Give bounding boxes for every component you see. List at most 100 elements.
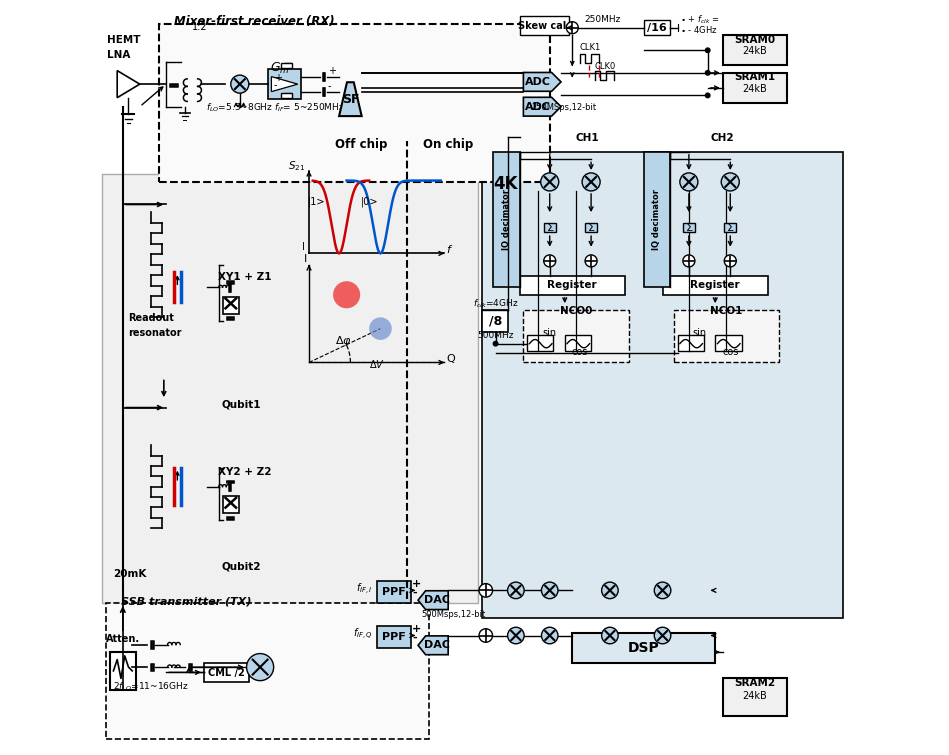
Text: IQ decimator: IQ decimator bbox=[652, 189, 661, 250]
Text: $2f_{LO}$=11~16GHz: $2f_{LO}$=11~16GHz bbox=[114, 681, 189, 693]
Text: XY1 + Z1: XY1 + Z1 bbox=[218, 272, 271, 282]
FancyBboxPatch shape bbox=[377, 626, 411, 649]
Bar bbox=[724, 223, 736, 232]
Circle shape bbox=[705, 71, 710, 75]
Text: /16: /16 bbox=[647, 23, 667, 32]
FancyBboxPatch shape bbox=[520, 17, 568, 35]
Circle shape bbox=[705, 93, 710, 97]
Text: 1:2: 1:2 bbox=[192, 22, 208, 32]
Circle shape bbox=[508, 582, 524, 599]
Bar bbox=[102, 174, 478, 603]
Circle shape bbox=[602, 627, 618, 644]
Text: IQ decimator: IQ decimator bbox=[502, 189, 511, 250]
Text: XY2 + Z2: XY2 + Z2 bbox=[218, 467, 271, 477]
Text: 24kB: 24kB bbox=[742, 691, 767, 701]
Text: HEMT: HEMT bbox=[107, 35, 140, 45]
Text: SRAM2: SRAM2 bbox=[734, 678, 775, 688]
Text: PPF: PPF bbox=[381, 587, 405, 597]
FancyBboxPatch shape bbox=[110, 652, 136, 689]
Circle shape bbox=[683, 255, 695, 267]
Bar bbox=[586, 223, 597, 232]
Text: |0>: |0> bbox=[361, 196, 378, 207]
Circle shape bbox=[567, 22, 578, 34]
Text: ADC: ADC bbox=[525, 77, 550, 87]
Polygon shape bbox=[419, 636, 448, 655]
FancyBboxPatch shape bbox=[723, 35, 787, 66]
Text: $S_{21}$: $S_{21}$ bbox=[288, 159, 306, 173]
FancyBboxPatch shape bbox=[643, 20, 670, 35]
Text: 4K: 4K bbox=[493, 175, 518, 193]
Bar bbox=[222, 297, 239, 313]
Text: $\Delta\varphi$: $\Delta\varphi$ bbox=[335, 334, 352, 347]
Text: CH2: CH2 bbox=[711, 133, 735, 143]
Circle shape bbox=[679, 173, 698, 191]
Circle shape bbox=[586, 255, 597, 267]
Text: $G_m$: $G_m$ bbox=[270, 61, 289, 76]
Text: Skew cal.: Skew cal. bbox=[518, 21, 570, 31]
Bar bbox=[482, 152, 843, 618]
Bar bbox=[222, 496, 239, 513]
Circle shape bbox=[541, 173, 559, 191]
FancyBboxPatch shape bbox=[678, 334, 704, 351]
FancyBboxPatch shape bbox=[572, 633, 716, 664]
FancyBboxPatch shape bbox=[158, 24, 549, 182]
Text: $\Sigma$: $\Sigma$ bbox=[546, 221, 554, 233]
Text: $\Sigma$: $\Sigma$ bbox=[726, 221, 735, 233]
Text: $f_{LO}$=5.5~8GHz: $f_{LO}$=5.5~8GHz bbox=[206, 101, 273, 114]
Text: +: + bbox=[327, 66, 336, 76]
Text: $\Delta V$: $\Delta V$ bbox=[369, 359, 384, 371]
Polygon shape bbox=[117, 71, 140, 97]
Circle shape bbox=[542, 582, 558, 599]
FancyBboxPatch shape bbox=[723, 679, 787, 716]
Text: 24kB: 24kB bbox=[742, 84, 767, 94]
Text: PPF: PPF bbox=[381, 632, 405, 642]
Circle shape bbox=[721, 173, 739, 191]
Bar bbox=[281, 93, 292, 97]
Text: -: - bbox=[273, 80, 277, 90]
Text: Atten.: Atten. bbox=[105, 634, 140, 644]
Text: Off chip: Off chip bbox=[336, 138, 388, 151]
FancyBboxPatch shape bbox=[520, 276, 625, 294]
Text: +: + bbox=[412, 624, 421, 633]
Text: NCO0: NCO0 bbox=[560, 306, 592, 316]
Text: +: + bbox=[412, 578, 421, 589]
Text: SRAM0: SRAM0 bbox=[734, 35, 775, 45]
Circle shape bbox=[542, 627, 558, 644]
Text: 250MSps,12-bit: 250MSps,12-bit bbox=[530, 103, 596, 112]
Text: Q: Q bbox=[447, 354, 456, 365]
Polygon shape bbox=[419, 590, 448, 609]
FancyBboxPatch shape bbox=[106, 603, 429, 738]
FancyBboxPatch shape bbox=[482, 310, 509, 332]
Text: |1>: |1> bbox=[307, 196, 326, 207]
Text: $f_{clk}$=4GHz: $f_{clk}$=4GHz bbox=[473, 297, 518, 310]
Bar bbox=[493, 152, 520, 287]
Text: /8: /8 bbox=[489, 315, 502, 328]
FancyBboxPatch shape bbox=[377, 581, 411, 603]
Text: 24kB: 24kB bbox=[742, 46, 767, 56]
Text: $f_{IF,I}$: $f_{IF,I}$ bbox=[356, 581, 373, 596]
Text: $f_{IF}$= 5~250MHz: $f_{IF}$= 5~250MHz bbox=[273, 101, 344, 114]
Text: +: + bbox=[273, 73, 282, 83]
Text: -: - bbox=[412, 633, 417, 643]
Text: DAC: DAC bbox=[424, 595, 450, 606]
Circle shape bbox=[724, 255, 736, 267]
Text: DAC: DAC bbox=[424, 640, 450, 650]
Text: $\Sigma$: $\Sigma$ bbox=[586, 221, 595, 233]
Text: SRAM1: SRAM1 bbox=[734, 72, 775, 82]
Polygon shape bbox=[524, 97, 561, 116]
Text: DSP: DSP bbox=[628, 641, 660, 655]
Text: NCO1: NCO1 bbox=[710, 306, 743, 316]
Text: $\bullet$ - 4GHz: $\bullet$ - 4GHz bbox=[679, 24, 717, 35]
Text: Mixer-first receiver (RX): Mixer-first receiver (RX) bbox=[174, 14, 334, 28]
Text: CH1: CH1 bbox=[575, 133, 599, 143]
Text: cos: cos bbox=[571, 347, 588, 357]
Circle shape bbox=[369, 317, 392, 340]
FancyBboxPatch shape bbox=[524, 310, 628, 362]
Text: Qubit2: Qubit2 bbox=[221, 561, 261, 572]
Text: Register: Register bbox=[548, 280, 597, 291]
FancyBboxPatch shape bbox=[662, 276, 768, 294]
Text: CML /2: CML /2 bbox=[208, 667, 245, 678]
Text: SSB transmitter (TX): SSB transmitter (TX) bbox=[121, 597, 251, 607]
Text: ADC: ADC bbox=[525, 102, 550, 112]
Circle shape bbox=[654, 627, 671, 644]
